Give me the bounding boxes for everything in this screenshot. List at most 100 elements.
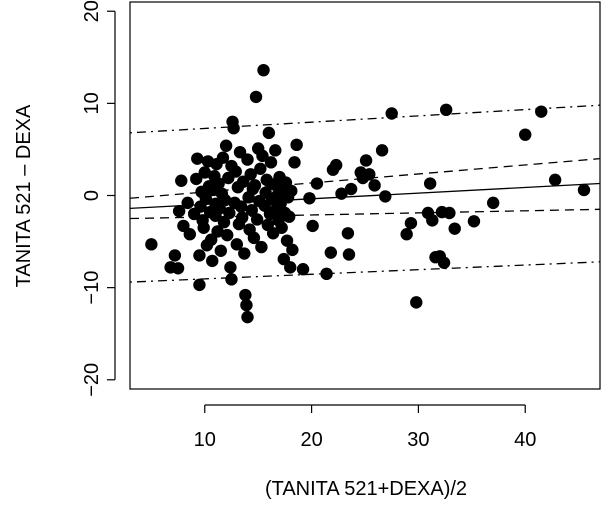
scatter-point — [426, 214, 439, 227]
scatter-point — [238, 247, 251, 260]
scatter-point — [404, 216, 418, 230]
scatter-point — [191, 152, 204, 165]
scatter-point — [224, 261, 237, 274]
scatter-point — [181, 196, 194, 210]
scatter-point — [248, 179, 262, 192]
y-axis-title: TANITA 521 – DEXA — [13, 104, 35, 287]
scatter-point — [288, 156, 301, 169]
scatter-point — [206, 254, 219, 268]
y-tick-label: 10 — [81, 92, 103, 114]
scatter-point — [535, 105, 548, 118]
scatter-point — [329, 158, 343, 172]
scatter-point — [198, 166, 211, 179]
y-tick-label: −20 — [81, 363, 103, 397]
scatter-point — [239, 288, 252, 302]
dotdash-reference-line-4 — [129, 261, 601, 283]
scatter-point — [519, 128, 532, 141]
plot-frame — [129, 1, 601, 390]
scatter-point — [335, 187, 348, 200]
scatter-point — [223, 206, 236, 220]
x-axis: 10 20 30 40 — [194, 404, 536, 451]
scatter-point — [254, 162, 267, 175]
scatter-point — [172, 204, 186, 218]
scatter-point — [212, 177, 225, 190]
scatter-point — [193, 249, 206, 262]
scatter-point — [175, 174, 188, 187]
scatter-point — [320, 267, 333, 281]
scatter-point — [241, 310, 254, 324]
x-axis-title: (TANITA 521+DEXA)/2 — [265, 478, 467, 500]
scatter-point — [171, 262, 185, 275]
solid-reference-line-0 — [129, 182, 601, 210]
scatter-point — [344, 182, 358, 196]
scatter-point — [241, 153, 254, 166]
scatter-point — [359, 154, 373, 167]
scatter-point — [256, 149, 269, 163]
scatter-point — [306, 219, 319, 233]
scatter-point — [218, 193, 232, 207]
scatter-point — [214, 244, 227, 257]
dotdash-reference-line-3 — [129, 104, 601, 134]
scatter-point — [280, 234, 294, 247]
x-tick-label: 10 — [194, 429, 216, 451]
y-tick-label: 0 — [81, 190, 103, 201]
scatter-point — [247, 231, 261, 245]
x-tick-label: 40 — [514, 429, 536, 451]
scatter-point — [310, 177, 324, 190]
y-axis: −20 −10 0 10 20 — [81, 0, 116, 397]
scatter-point — [211, 225, 224, 238]
scatter-point — [183, 228, 197, 241]
scatter-point — [240, 298, 253, 312]
scatter-point — [342, 248, 356, 261]
scatter-point — [375, 144, 389, 157]
scatter-point — [284, 261, 297, 274]
scatter-point — [255, 240, 268, 254]
scatter-point — [368, 179, 381, 192]
scatter-point — [199, 192, 213, 205]
scatter-point — [385, 107, 398, 120]
scatter-point — [486, 196, 500, 210]
scatter-point — [244, 168, 257, 181]
scatter-point — [264, 156, 278, 169]
scatter-point — [262, 126, 276, 140]
scatter-point — [363, 168, 376, 181]
scatter-point — [282, 210, 296, 223]
scatter-point — [548, 173, 562, 187]
scatter-point — [225, 273, 238, 286]
scatter-point — [303, 192, 316, 205]
scatter-point — [245, 204, 258, 217]
scatter-point — [216, 151, 230, 164]
scatter-point — [467, 215, 481, 228]
scatter-point — [443, 206, 456, 220]
scatter-point — [219, 139, 233, 152]
x-tick-label: 20 — [300, 429, 322, 451]
scatter-point — [145, 238, 158, 251]
scatter-point — [324, 246, 338, 259]
scatter-point — [190, 172, 203, 186]
scatter-point — [229, 165, 242, 178]
scatter-point — [257, 63, 270, 77]
y-tick-label: 20 — [81, 0, 103, 22]
scatter-point — [286, 243, 299, 257]
scatter-point — [230, 238, 244, 251]
scatter-point — [234, 200, 248, 213]
scatter-point — [221, 228, 234, 242]
scatter-point — [235, 211, 249, 224]
scatter-point — [290, 138, 303, 152]
scatter-point — [439, 103, 453, 117]
scatter-point — [379, 190, 392, 203]
scatter-point — [250, 213, 264, 226]
scatter-point — [193, 278, 206, 292]
scatter-point — [217, 216, 231, 229]
y-tick-label: −10 — [81, 271, 103, 305]
data-points — [145, 63, 591, 324]
scatter-point — [341, 227, 355, 240]
scatter-point — [296, 263, 310, 276]
x-tick-label: 30 — [407, 429, 429, 451]
scatter-point — [197, 221, 210, 234]
scatter-point — [448, 222, 461, 235]
scatter-point — [227, 122, 240, 135]
scatter-point — [249, 90, 263, 104]
scatter-point — [423, 177, 437, 190]
